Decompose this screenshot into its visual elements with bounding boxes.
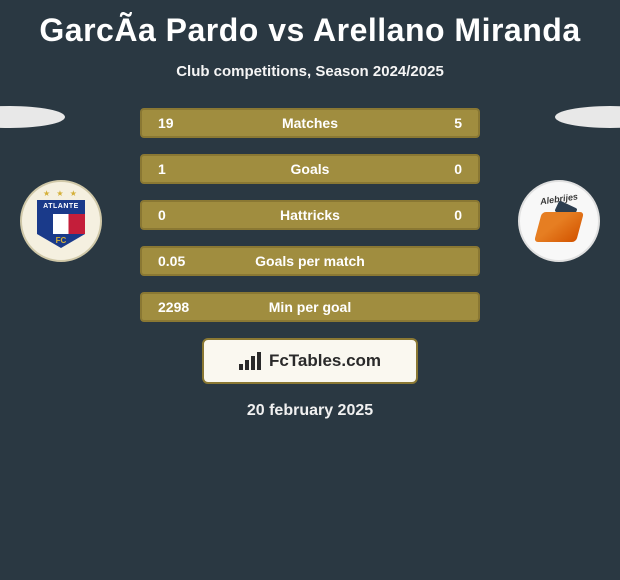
team-logo-right-inner: Alebrijes [526, 188, 592, 254]
stat-value-left: 1 [158, 161, 208, 177]
logo-shield-icon: ATLANTE FC [37, 200, 85, 252]
stats-container: 19 Matches 5 1 Goals 0 0 Hattricks 0 0.0… [140, 108, 480, 322]
subtitle: Club competitions, Season 2024/2025 [0, 63, 620, 80]
stat-row-min-per-goal: 2298 Min per goal [140, 292, 480, 322]
logo-shield-name: ATLANTE [37, 200, 85, 214]
stat-value-left: 2298 [158, 299, 208, 315]
logo-right-shape-icon [534, 212, 584, 242]
stat-label: Goals [291, 161, 330, 177]
stat-row-matches: 19 Matches 5 [140, 108, 480, 138]
stat-value-left: 0.05 [158, 253, 208, 269]
content-area: ★ ★ ★ ATLANTE FC Alebrijes 19 Matches 5 … [0, 108, 620, 420]
stat-row-hattricks: 0 Hattricks 0 [140, 200, 480, 230]
page-title: GarcÃ­a Pardo vs Arellano Miranda [0, 0, 620, 49]
player-silhouette-left [0, 106, 65, 128]
stat-value-right: 5 [412, 115, 462, 131]
logo-shield-stripes [37, 214, 85, 234]
stat-row-goals: 1 Goals 0 [140, 154, 480, 184]
footer-brand-badge: FcTables.com [202, 338, 418, 384]
stat-label: Matches [282, 115, 338, 131]
logo-shield-badge: FC [37, 234, 85, 248]
logo-stars-icon: ★ ★ ★ [29, 189, 93, 198]
stat-label: Hattricks [280, 207, 340, 223]
stat-row-goals-per-match: 0.05 Goals per match [140, 246, 480, 276]
stat-value-left: 19 [158, 115, 208, 131]
team-logo-left-inner: ★ ★ ★ ATLANTE FC [29, 189, 93, 253]
bar-chart-icon [239, 352, 261, 370]
stat-value-right: 0 [412, 207, 462, 223]
stat-label: Goals per match [255, 253, 365, 269]
stat-label: Min per goal [269, 299, 351, 315]
stat-value-left: 0 [158, 207, 208, 223]
team-logo-right: Alebrijes [518, 180, 600, 262]
player-silhouette-right [555, 106, 620, 128]
footer-brand-text: FcTables.com [269, 351, 381, 371]
stat-value-right: 0 [412, 161, 462, 177]
footer-date: 20 february 2025 [0, 402, 620, 420]
team-logo-left: ★ ★ ★ ATLANTE FC [20, 180, 102, 262]
